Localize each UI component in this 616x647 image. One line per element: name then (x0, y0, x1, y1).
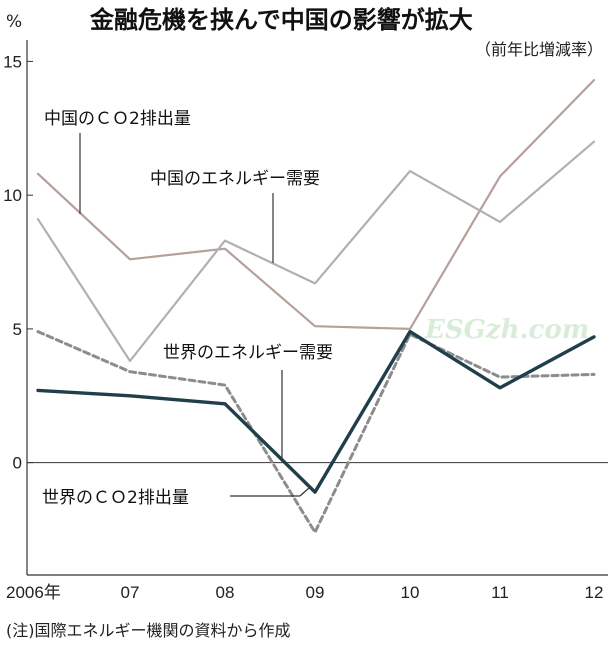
chart-subtitle: （前年比増減率） (475, 40, 603, 59)
source-note: (注)国際エネルギー機関の資料から作成 (6, 621, 291, 640)
series-label-world-co2: 世界のＣＯ2排出量 (42, 488, 189, 508)
y-tick-label: 5 (13, 320, 22, 339)
x-tick-label: 09 (306, 583, 325, 602)
y-tick-label: 10 (3, 186, 22, 205)
x-tick-label: 08 (216, 583, 235, 602)
x-tick-label: 2006年 (6, 583, 61, 602)
series-lines (36, 78, 596, 534)
series-label-world-energy: 世界のエネルギー需要 (163, 343, 333, 363)
series-line (36, 78, 596, 330)
leader-line (299, 487, 310, 497)
series-line (36, 330, 596, 534)
x-tick-label: 07 (121, 583, 140, 602)
x-axis-ticks: 2006年 07 08 09 10 11 12 (6, 583, 603, 602)
series-line (36, 140, 596, 363)
chart-title: 金融危機を挟んで中国の影響が拡大 (89, 6, 473, 34)
x-tick-label: 12 (585, 583, 604, 602)
series-line (36, 329, 596, 494)
series-label-china-co2: 中国のＣＯ2排出量 (44, 109, 191, 129)
y-tick-label: 15 (3, 52, 22, 71)
x-tick-label: 10 (401, 583, 420, 602)
x-tick-label: 11 (491, 583, 509, 602)
y-tick-label: 0 (13, 454, 22, 473)
y-axis-ticks: 15 10 5 0 (3, 52, 33, 473)
label-leader-lines (79, 133, 310, 497)
chart-axes (26, 40, 608, 576)
series-label-china-energy: 中国のエネルギー需要 (150, 169, 320, 189)
watermark-text: ESGzh.com (424, 315, 589, 345)
y-axis-unit: % (6, 12, 22, 32)
